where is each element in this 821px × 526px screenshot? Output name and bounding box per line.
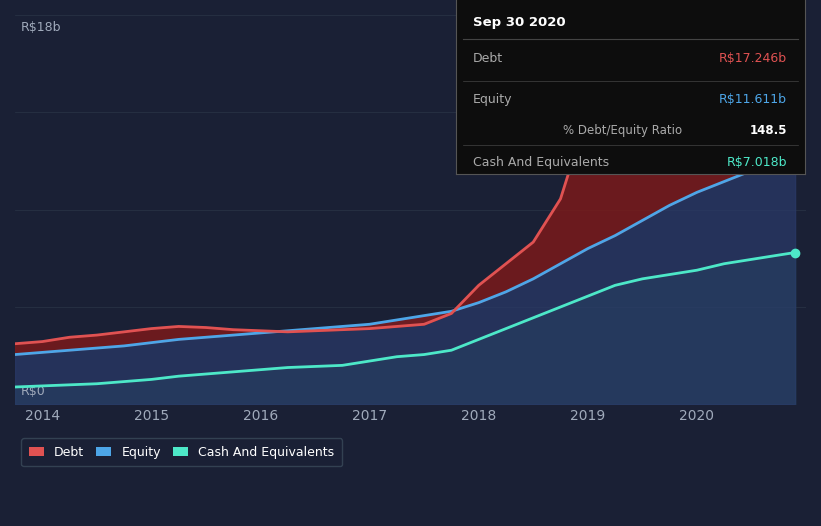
- Text: Cash And Equivalents: Cash And Equivalents: [473, 156, 609, 169]
- Legend: Debt, Equity, Cash And Equivalents: Debt, Equity, Cash And Equivalents: [21, 438, 342, 466]
- Text: % Debt/Equity Ratio: % Debt/Equity Ratio: [563, 124, 682, 137]
- Text: R$17.246b: R$17.246b: [719, 52, 787, 65]
- Text: 148.5: 148.5: [750, 124, 787, 137]
- Text: R$7.018b: R$7.018b: [727, 156, 787, 169]
- Text: R$0: R$0: [21, 385, 45, 398]
- Text: Debt: Debt: [473, 52, 503, 65]
- Text: Sep 30 2020: Sep 30 2020: [473, 16, 566, 29]
- Text: R$11.611b: R$11.611b: [719, 93, 787, 106]
- Text: R$18b: R$18b: [21, 22, 61, 35]
- Text: Equity: Equity: [473, 93, 512, 106]
